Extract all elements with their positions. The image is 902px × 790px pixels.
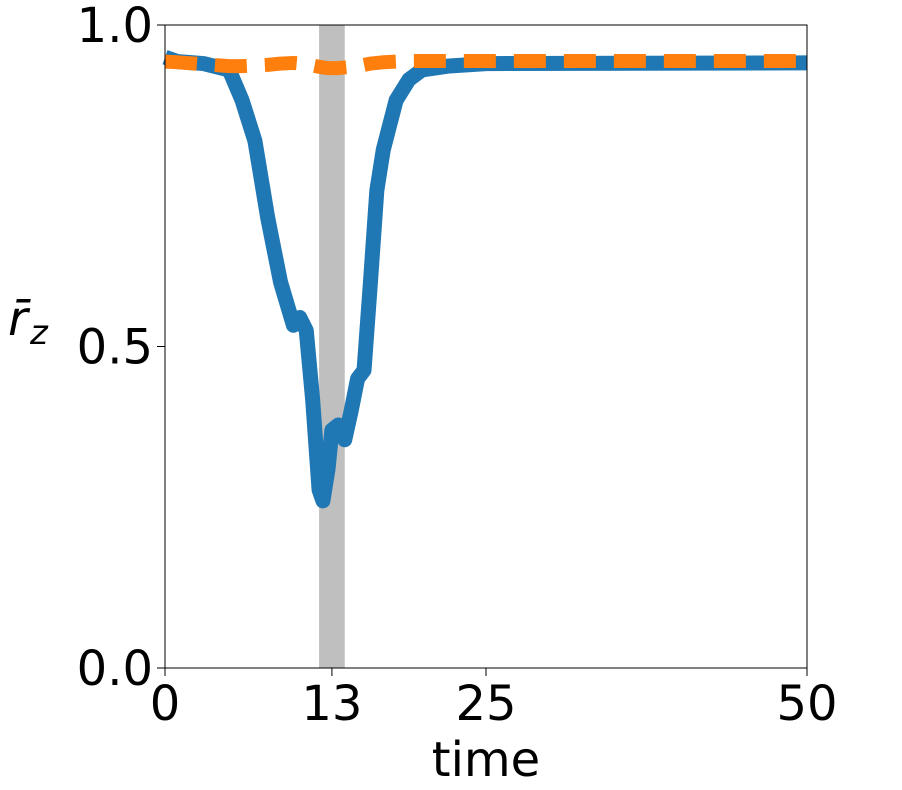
x-tick-label: 25 (455, 676, 516, 732)
plot-frame (164, 24, 808, 669)
x-tick-label: 50 (776, 676, 837, 732)
x-tick-label: 0 (150, 676, 181, 732)
y-tick-label: 0.0 (77, 641, 153, 697)
x-tick-label: 13 (301, 676, 362, 732)
x-axis-label: time (432, 732, 540, 788)
shaded-span (319, 25, 345, 668)
y-axis-label: r̄ (8, 291, 31, 347)
y-tick-label: 0.5 (77, 320, 153, 376)
data-line (164, 54, 807, 76)
data-line (162, 50, 808, 509)
y-axis-label-subscript: z (29, 313, 49, 353)
y-tick-label: 1.0 (77, 0, 153, 54)
